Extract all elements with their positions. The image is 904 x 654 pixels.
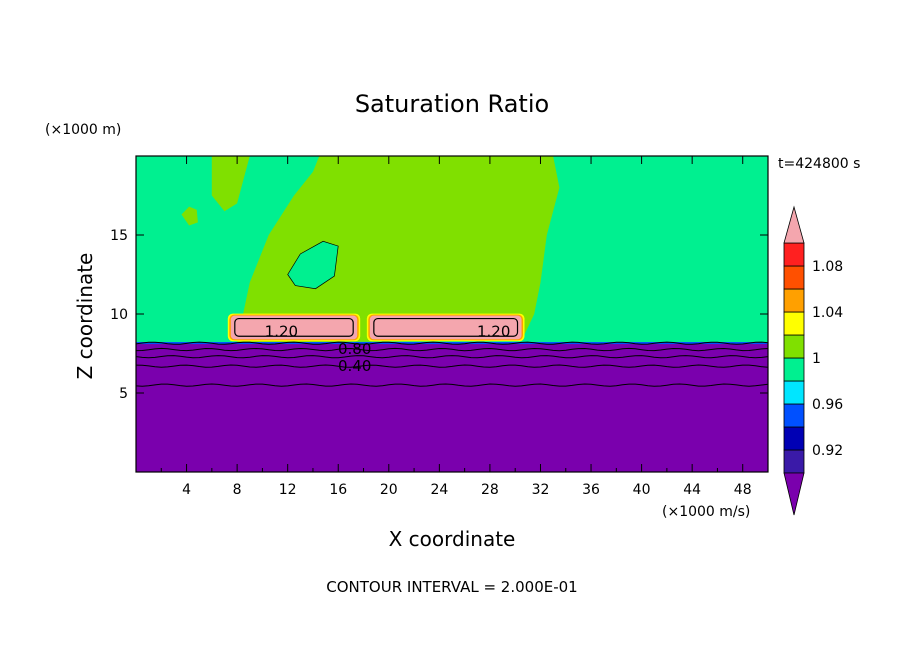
contour-line-cloud xyxy=(234,317,354,337)
x-axis: 4 8 12 16 20 24 28 32 36 40 44 48 xyxy=(160,156,752,498)
field-ambient-hole xyxy=(287,240,339,290)
colorbar-label: 1.04 xyxy=(812,305,843,321)
x-tick-label: 48 xyxy=(734,482,752,498)
colorbar-segment xyxy=(783,265,805,290)
colorbar-segment xyxy=(783,426,805,451)
colorbar-label: 1.08 xyxy=(812,259,843,275)
contour-interval-footer: CONTOUR INTERVAL = 2.000E-01 xyxy=(326,578,577,596)
y-tick-label: 15 xyxy=(110,228,128,244)
contour-label: 1.20 xyxy=(265,322,298,340)
x-tick-label: 28 xyxy=(481,482,499,498)
colorbar-segment xyxy=(783,449,805,474)
colorbar-segment xyxy=(783,357,805,382)
field-dry-layer-edge xyxy=(136,342,768,345)
x-tick-label: 24 xyxy=(430,482,448,498)
colorbar-segment xyxy=(783,334,805,359)
field-dry-layer xyxy=(136,344,768,472)
contour-line xyxy=(136,341,768,345)
contour-line xyxy=(136,383,768,387)
colorbar-segment xyxy=(783,242,805,267)
x-tick-label: 4 xyxy=(182,482,191,498)
contour-line xyxy=(136,364,768,368)
contour-label: 0.80 xyxy=(338,340,371,358)
x-axis-label: X coordinate xyxy=(389,527,516,551)
x-tick-label: 36 xyxy=(582,482,600,498)
colorbar-upper-triangle xyxy=(783,205,805,244)
field-moist-plume xyxy=(237,156,560,343)
x-tick-label: 16 xyxy=(329,482,347,498)
x-tick-label: 32 xyxy=(532,482,550,498)
chart-title: Saturation Ratio xyxy=(355,90,549,118)
contour-label: 0.40 xyxy=(338,357,371,375)
y-tick-label: 5 xyxy=(119,386,128,402)
y-axis-label: Z coordinate xyxy=(73,253,97,380)
colorbar-segment xyxy=(783,403,805,428)
y-tick-label: 10 xyxy=(110,307,128,323)
contour-line-cloud xyxy=(373,317,519,337)
y-axis: 5 10 15 xyxy=(110,228,768,402)
contour-label: 1.20 xyxy=(477,322,510,340)
field-moist-patch xyxy=(181,206,198,226)
y-unit-label: (×1000 m) xyxy=(45,122,121,138)
colorbar-lower-triangle xyxy=(783,472,805,516)
colorbar: 0.92 0.96 1 1.04 1.08 xyxy=(783,205,843,516)
contour-labels: 1.20 1.20 0.800.40 xyxy=(265,322,511,375)
x-tick-label: 12 xyxy=(279,482,297,498)
contour-field xyxy=(136,156,768,472)
field-cloud-right xyxy=(369,315,522,340)
colorbar-segment xyxy=(783,288,805,313)
colorbar-segment xyxy=(783,380,805,405)
time-label: t=424800 s xyxy=(778,156,860,172)
colorbar-segment xyxy=(783,311,805,336)
contour-line xyxy=(136,347,768,352)
contour-line xyxy=(136,355,768,359)
colorbar-label: 0.92 xyxy=(812,443,843,459)
colorbar-label: 0.96 xyxy=(812,397,843,413)
contour-lines xyxy=(136,317,768,387)
x-unit-label: (×1000 m/s) xyxy=(662,504,750,520)
field-cloud-left xyxy=(230,315,358,340)
x-tick-label: 40 xyxy=(633,482,651,498)
x-tick-label: 8 xyxy=(233,482,242,498)
field-moist-patch xyxy=(211,156,250,212)
colorbar-label: 1 xyxy=(812,351,821,367)
x-tick-label: 20 xyxy=(380,482,398,498)
x-tick-label: 44 xyxy=(683,482,701,498)
